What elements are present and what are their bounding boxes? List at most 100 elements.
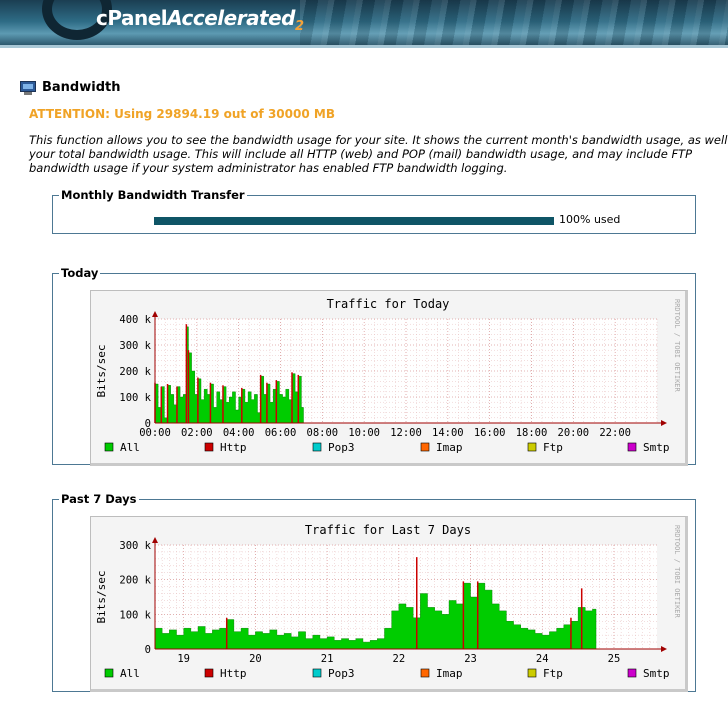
rrdtool-watermark: RRDTOOL / TOBI OETIKER (673, 299, 681, 393)
legend-label: Ftp (543, 441, 563, 454)
y-axis-arrow (152, 537, 158, 543)
y-tick-label: 400 k (119, 314, 151, 326)
brand-version: 2 (295, 19, 304, 34)
legend-item: All (104, 667, 140, 680)
monitor-icon (20, 80, 36, 95)
legend-label: Ftp (543, 667, 563, 680)
legend-item: Ftp (527, 667, 563, 680)
x-tick-label: 10:00 (348, 427, 380, 439)
y-tick-label: 0 (145, 644, 151, 656)
legend-item: All (104, 441, 140, 454)
legend-item: Pop3 (312, 441, 355, 454)
x-tick-label: 08:00 (307, 427, 339, 439)
legend-item: Imap (420, 441, 463, 454)
x-tick-label: 24 (536, 653, 549, 665)
x-tick-label: 22 (393, 653, 406, 665)
x-tick-label: 22:00 (599, 427, 631, 439)
week-traffic-chart: Traffic for Last 7 Days RRDTOOL / TOBI OE… (95, 523, 681, 680)
legend-swatch (527, 442, 537, 452)
legend-item: Pop3 (312, 667, 355, 680)
x-tick-label: 02:00 (181, 427, 213, 439)
week-graph: Traffic for Last 7 Days RRDTOOL / TOBI OE… (90, 516, 688, 692)
x-tick-label: 14:00 (432, 427, 464, 439)
description-line: your total bandwidth usage. This will in… (29, 147, 693, 161)
y-tick-label: 100 k (119, 392, 151, 404)
legend-swatch (104, 668, 114, 678)
x-tick-label: 20 (249, 653, 262, 665)
today-graph: Traffic for Today RRDTOOL / TOBI OETIKER B… (90, 290, 688, 466)
banner-divider (0, 45, 728, 48)
legend-item: Http (204, 441, 247, 454)
x-tick-label: 19 (177, 653, 190, 665)
legend-label: All (120, 441, 140, 454)
x-tick-label: 23 (464, 653, 477, 665)
header-banner: cPanelAccelerated2 (0, 0, 728, 48)
today-panel: Today Traffic for Today RRDTOOL / TOBI OE… (52, 266, 696, 466)
legend-swatch (627, 442, 637, 452)
legend-label: Smtp (643, 441, 670, 454)
x-axis-arrow (661, 646, 667, 652)
legend-swatch (312, 442, 322, 452)
cpanel-logo-icon (42, 0, 112, 40)
y-tick-label: 0 (145, 418, 151, 430)
legend-label: Http (220, 667, 247, 680)
x-tick-label: 06:00 (265, 427, 297, 439)
x-tick-label: 00:00 (139, 427, 171, 439)
usage-progress-bar (154, 217, 554, 225)
y-tick-label: 200 k (119, 575, 151, 587)
legend-item: Smtp (627, 667, 670, 680)
legend-label: Pop3 (328, 441, 355, 454)
y-axis-label: Bits/sec (95, 345, 108, 398)
page-title: Bandwidth (42, 80, 121, 95)
y-tick-label: 300 k (119, 540, 151, 552)
legend-swatch (104, 442, 114, 452)
legend-swatch (420, 668, 430, 678)
usage-percent-label: 100% used (559, 213, 621, 226)
rrdtool-watermark: RRDTOOL / TOBI OETIKER (673, 525, 681, 619)
x-tick-label: 20:00 (558, 427, 590, 439)
attention-message: ATTENTION: Using 29894.19 out of 30000 M… (29, 107, 335, 121)
y-axis-label: Bits/sec (95, 571, 108, 624)
chart-title: Traffic for Today (327, 297, 450, 311)
legend-swatch (420, 442, 430, 452)
y-axis-arrow (152, 311, 158, 317)
brand-main: cPanel (96, 6, 168, 30)
x-tick-label: 18:00 (516, 427, 548, 439)
brand-logo: cPanelAccelerated2 (96, 6, 304, 34)
legend-swatch (627, 668, 637, 678)
description-line: bandwidth usage if your system administr… (29, 161, 508, 175)
today-legend: Today (61, 266, 99, 280)
x-tick-label: 04:00 (223, 427, 255, 439)
banner-decoration (300, 0, 728, 48)
y-tick-label: 300 k (119, 340, 151, 352)
x-tick-label: 16:00 (474, 427, 506, 439)
brand-accent: Accelerated (167, 6, 295, 30)
x-tick-label: 25 (608, 653, 621, 665)
page-description: This function allows you to see the band… (29, 133, 728, 175)
legend-label: Smtp (643, 667, 670, 680)
today-traffic-chart: Traffic for Today RRDTOOL / TOBI OETIKER B… (95, 297, 681, 454)
legend-label: All (120, 667, 140, 680)
y-tick-label: 200 k (119, 366, 151, 378)
monthly-transfer-panel: Monthly Bandwidth Transfer 100% used (52, 188, 696, 234)
description-line: This function allows you to see the band… (29, 133, 728, 147)
week-panel: Past 7 Days Traffic for Last 7 Days RRDTO… (52, 492, 696, 692)
x-tick-label: 21 (321, 653, 334, 665)
legend-item: Http (204, 667, 247, 680)
week-legend: Past 7 Days (61, 492, 137, 506)
monthly-transfer-legend: Monthly Bandwidth Transfer (61, 188, 245, 202)
legend-swatch (204, 668, 214, 678)
y-tick-label: 100 k (119, 609, 151, 621)
legend-label: Imap (436, 667, 463, 680)
legend-item: Ftp (527, 441, 563, 454)
legend-swatch (312, 668, 322, 678)
legend-label: Imap (436, 441, 463, 454)
x-tick-label: 12:00 (390, 427, 422, 439)
legend-item: Imap (420, 667, 463, 680)
legend-swatch (527, 668, 537, 678)
legend-swatch (204, 442, 214, 452)
x-axis-arrow (661, 420, 667, 426)
page-heading: Bandwidth (20, 80, 120, 95)
legend-label: Pop3 (328, 667, 355, 680)
legend-label: Http (220, 441, 247, 454)
